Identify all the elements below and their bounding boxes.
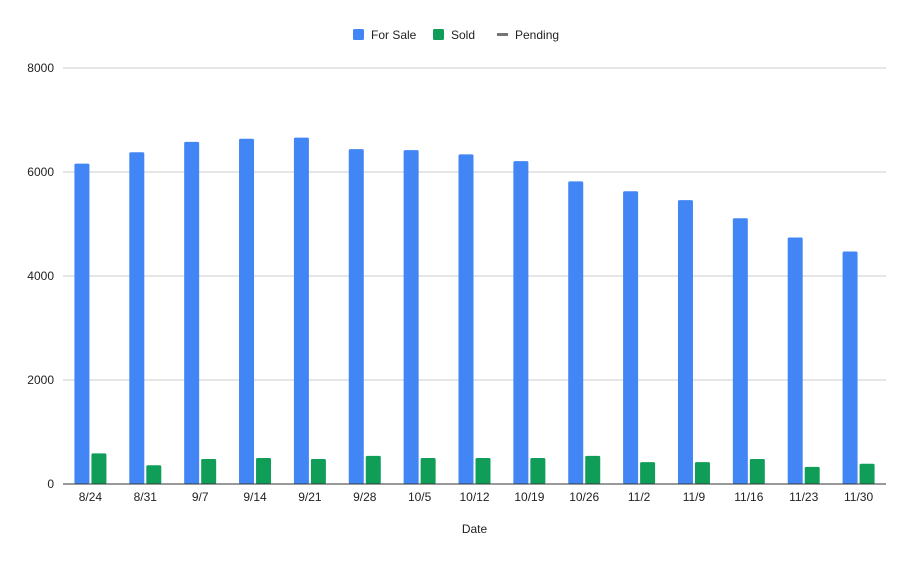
- bar-for-sale: [787, 237, 803, 484]
- bar-for-sale: [513, 161, 529, 484]
- legend-swatch-pending: [497, 33, 508, 36]
- bar-sold: [201, 459, 217, 484]
- x-axis-ticks: 8/24 8/31 9/7 9/14 9/21 9/28 10/5 10/12 10/19 10/…: [79, 490, 874, 504]
- bar-sold: [859, 463, 875, 484]
- bar-sold: [530, 458, 546, 484]
- x-tick-label: 10/12: [459, 490, 489, 504]
- bar-for-sale: [239, 138, 255, 484]
- x-tick-label: 11/30: [844, 490, 873, 504]
- bar-for-sale: [129, 152, 145, 485]
- gridlines: [63, 67, 886, 381]
- bar-for-sale: [568, 181, 584, 485]
- legend-swatch-sold: [433, 29, 444, 40]
- bar-for-sale: [184, 141, 200, 484]
- bar-sold: [420, 458, 436, 484]
- legend-label-sold: Sold: [451, 28, 475, 42]
- y-tick-label: 8000: [27, 61, 54, 75]
- x-tick-label: 9/21: [298, 490, 322, 504]
- x-tick-label: 9/28: [353, 490, 377, 504]
- y-tick-label: 6000: [27, 165, 54, 179]
- bar-for-sale: [842, 251, 858, 484]
- bar-for-sale: [732, 218, 748, 484]
- bar-for-sale: [348, 149, 364, 484]
- bar-for-sale: [677, 200, 693, 484]
- legend-label-for-sale: For Sale: [371, 28, 417, 42]
- bar-sold: [640, 462, 656, 484]
- bar-for-sale: [403, 150, 419, 484]
- x-tick-label: 11/2: [628, 490, 651, 504]
- x-tick-label: 9/14: [243, 490, 267, 504]
- y-tick-label: 2000: [27, 373, 54, 387]
- x-tick-label: 9/7: [192, 490, 209, 504]
- x-tick-label: 10/26: [569, 490, 599, 504]
- bar-sold: [256, 458, 272, 484]
- legend-label-pending: Pending: [515, 28, 559, 42]
- y-tick-label: 4000: [27, 269, 54, 283]
- x-tick-label: 8/31: [134, 490, 158, 504]
- bar-sold: [91, 453, 107, 484]
- x-tick-label: 11/16: [734, 490, 763, 504]
- bars: [74, 137, 875, 485]
- bar-sold: [475, 458, 491, 484]
- x-tick-label: 8/24: [79, 490, 103, 504]
- bar-sold: [749, 459, 765, 484]
- x-tick-label: 11/9: [683, 490, 706, 504]
- x-axis-label: Date: [462, 522, 488, 536]
- bar-sold: [365, 455, 381, 484]
- legend-swatch-for-sale: [353, 29, 364, 40]
- bar-for-sale: [74, 163, 90, 484]
- legend: For Sale Sold Pending: [353, 28, 559, 42]
- bar-sold: [694, 462, 710, 484]
- x-tick-label: 10/19: [514, 490, 544, 504]
- bar-for-sale: [623, 191, 639, 485]
- bar-sold: [146, 465, 162, 484]
- bar-sold: [585, 455, 601, 484]
- y-tick-label: 0: [47, 477, 54, 491]
- x-tick-label: 11/23: [789, 490, 818, 504]
- bar-sold: [310, 459, 326, 484]
- bar-for-sale: [458, 154, 474, 484]
- x-tick-label: 10/5: [408, 490, 432, 504]
- y-axis-ticks: 0 2000 4000 6000 8000: [27, 61, 54, 491]
- bar-sold: [804, 466, 820, 484]
- bar-for-sale: [293, 137, 309, 484]
